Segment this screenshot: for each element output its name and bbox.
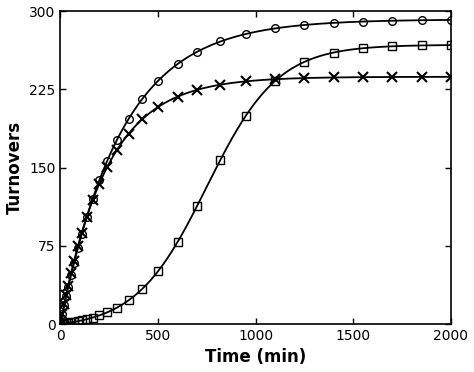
X-axis label: Time (min): Time (min)	[205, 349, 306, 366]
Y-axis label: Turnovers: Turnovers	[6, 121, 24, 214]
